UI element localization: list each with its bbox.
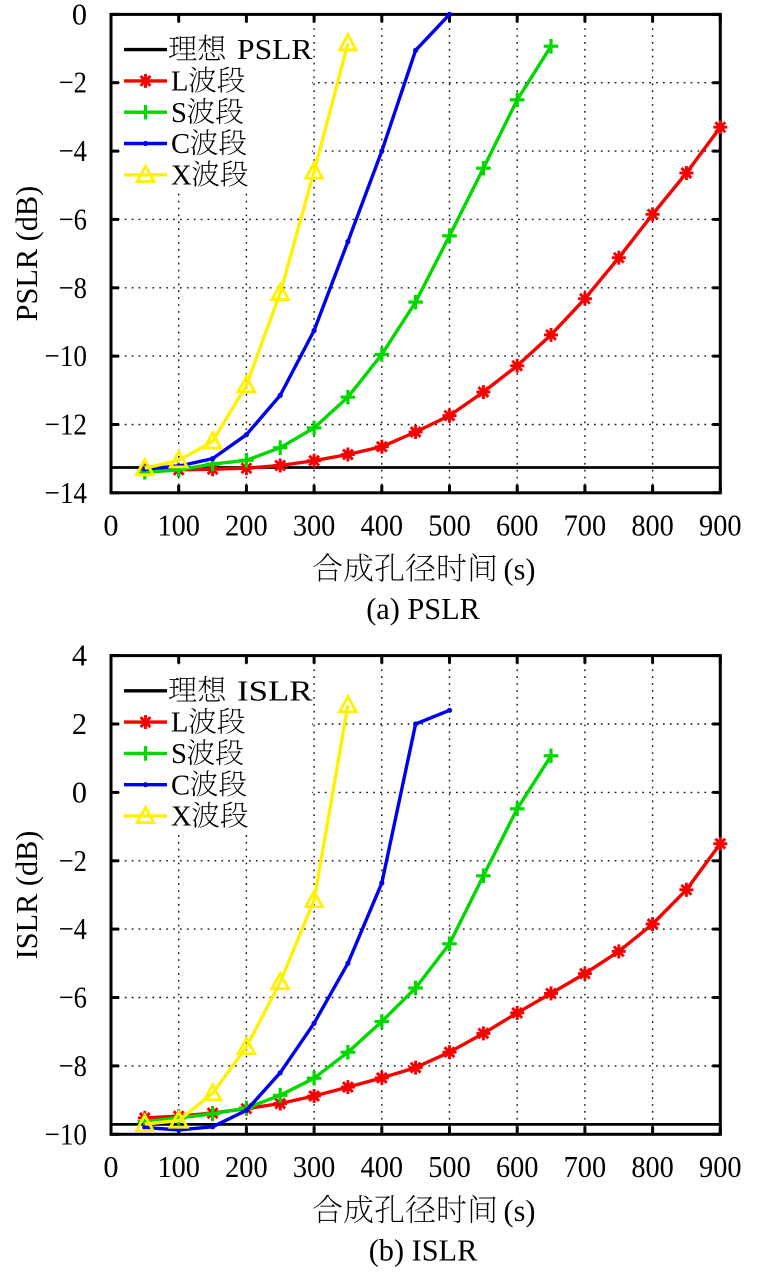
svg-text:600: 600 xyxy=(496,1150,539,1184)
svg-text:X: X xyxy=(171,160,192,191)
svg-text:X: X xyxy=(171,802,192,833)
svg-text:700: 700 xyxy=(564,508,607,542)
svg-text:200: 200 xyxy=(225,508,268,542)
svg-text:100: 100 xyxy=(157,1150,200,1184)
svg-text:0: 0 xyxy=(72,0,87,31)
svg-text:0: 0 xyxy=(103,508,118,542)
svg-text:−10: −10 xyxy=(45,1117,88,1151)
svg-text:0: 0 xyxy=(103,1150,118,1184)
svg-text:200: 200 xyxy=(225,1150,268,1184)
svg-text:900: 900 xyxy=(699,1150,742,1184)
svg-text:300: 300 xyxy=(293,508,336,542)
svg-text:(b) ISLR: (b) ISLR xyxy=(369,1233,478,1267)
svg-text:−4: −4 xyxy=(59,134,87,168)
svg-text:S: S xyxy=(171,739,187,770)
svg-text:−4: −4 xyxy=(59,912,87,946)
svg-text:300: 300 xyxy=(293,1150,336,1184)
svg-text:L: L xyxy=(171,67,188,98)
svg-text:L: L xyxy=(171,708,188,739)
svg-text:800: 800 xyxy=(631,1150,674,1184)
svg-text:−6: −6 xyxy=(59,202,87,236)
svg-text:(a) PSLR: (a) PSLR xyxy=(366,592,480,626)
svg-text:−2: −2 xyxy=(59,844,87,878)
svg-text:PSLR (dB): PSLR (dB) xyxy=(10,186,44,322)
svg-text:−6: −6 xyxy=(59,981,87,1015)
svg-text:600: 600 xyxy=(496,508,539,542)
svg-text:0: 0 xyxy=(72,775,87,809)
svg-text:500: 500 xyxy=(428,508,471,542)
svg-text:900: 900 xyxy=(699,508,742,542)
svg-text:−14: −14 xyxy=(45,476,88,510)
svg-text:100: 100 xyxy=(157,508,200,542)
svg-text:C: C xyxy=(171,770,190,801)
svg-text:4: 4 xyxy=(72,639,87,673)
svg-text:400: 400 xyxy=(361,508,404,542)
svg-text:400: 400 xyxy=(361,1150,404,1184)
svg-text:−2: −2 xyxy=(59,66,87,100)
svg-text:PSLR: PSLR xyxy=(237,35,314,66)
svg-text:ISLR: ISLR xyxy=(237,676,314,707)
svg-text:S: S xyxy=(171,98,187,129)
svg-text:(s): (s) xyxy=(504,552,536,586)
svg-text:700: 700 xyxy=(564,1150,607,1184)
svg-text:500: 500 xyxy=(428,1150,471,1184)
svg-text:−10: −10 xyxy=(45,339,88,373)
svg-text:ISLR (dB): ISLR (dB) xyxy=(10,831,44,960)
svg-text:−12: −12 xyxy=(45,408,88,442)
svg-text:800: 800 xyxy=(631,508,674,542)
svg-text:−8: −8 xyxy=(59,1049,87,1083)
svg-text:2: 2 xyxy=(72,707,87,741)
svg-text:(s): (s) xyxy=(504,1194,536,1228)
svg-text:C: C xyxy=(171,129,190,160)
svg-text:−8: −8 xyxy=(59,271,87,305)
